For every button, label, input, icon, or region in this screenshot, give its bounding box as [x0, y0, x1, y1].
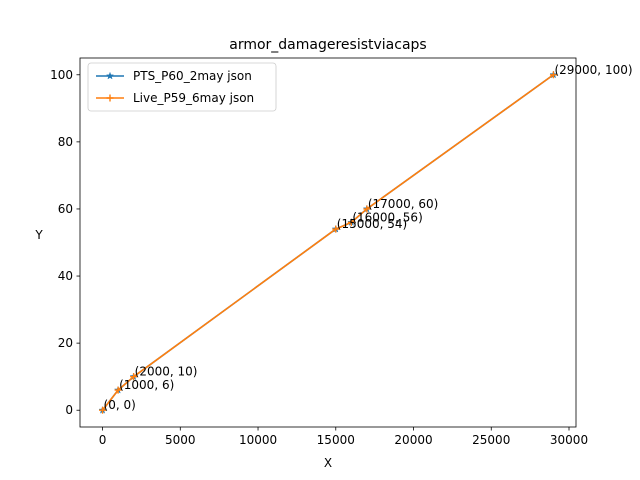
annotation-label: (2000, 10) — [135, 365, 198, 379]
y-tick-label: 80 — [58, 135, 73, 149]
data-point — [99, 406, 107, 414]
x-tick-label: 0 — [99, 433, 107, 447]
series-line — [101, 74, 554, 411]
legend: PTS_P60_2may json Live_P59_6may json — [87, 62, 277, 112]
annotation-label: (1000, 6) — [119, 378, 174, 392]
plot-area: (0, 0) (1000, 6)(2000, 10) (15000, 54)(160… — [79, 57, 633, 428]
annotation-label: (15000, 54) — [337, 217, 407, 231]
x-axis-label: X — [324, 456, 332, 470]
x-tick-label: 25000 — [472, 433, 510, 447]
y-axis: 0 20 40 60 80 100 — [50, 68, 80, 417]
series-line — [101, 74, 554, 411]
annotation-label: (16000, 56) — [352, 210, 422, 224]
x-tick-label: 10000 — [239, 433, 277, 447]
x-tick-label: 20000 — [394, 433, 432, 447]
y-tick-label: 20 — [58, 336, 73, 350]
data-point — [332, 225, 340, 233]
legend-marker — [106, 94, 114, 102]
annotation-label: (0, 0) — [104, 398, 136, 412]
legend-label: PTS_P60_2may json — [133, 69, 252, 83]
annotation-label: (17000, 60) — [368, 197, 438, 211]
data-point — [549, 71, 557, 79]
data-point — [347, 218, 355, 226]
x-tick-label: 30000 — [550, 433, 588, 447]
data-point — [114, 386, 122, 394]
data-point — [363, 205, 371, 213]
legend-label: Live_P59_6may json — [133, 91, 254, 105]
y-axis-label: Y — [34, 228, 43, 242]
annotation-label: (29000, 100) — [554, 63, 632, 77]
plot-frame — [79, 57, 577, 428]
chart-title: armor_damageresistviacaps — [229, 37, 426, 53]
legend-marker — [105, 71, 115, 80]
y-tick-label: 100 — [50, 68, 73, 82]
x-tick-label: 15000 — [317, 433, 355, 447]
y-tick-label: 40 — [58, 269, 73, 283]
x-axis: 0 5000 10000 15000 20000 25000 30000 — [99, 427, 588, 447]
series-2 — [99, 71, 557, 414]
y-tick-label: 0 — [65, 403, 73, 417]
data-point — [130, 373, 138, 381]
x-tick-label: 5000 — [165, 433, 196, 447]
legend-box — [87, 62, 277, 112]
y-tick-label: 60 — [58, 202, 73, 216]
